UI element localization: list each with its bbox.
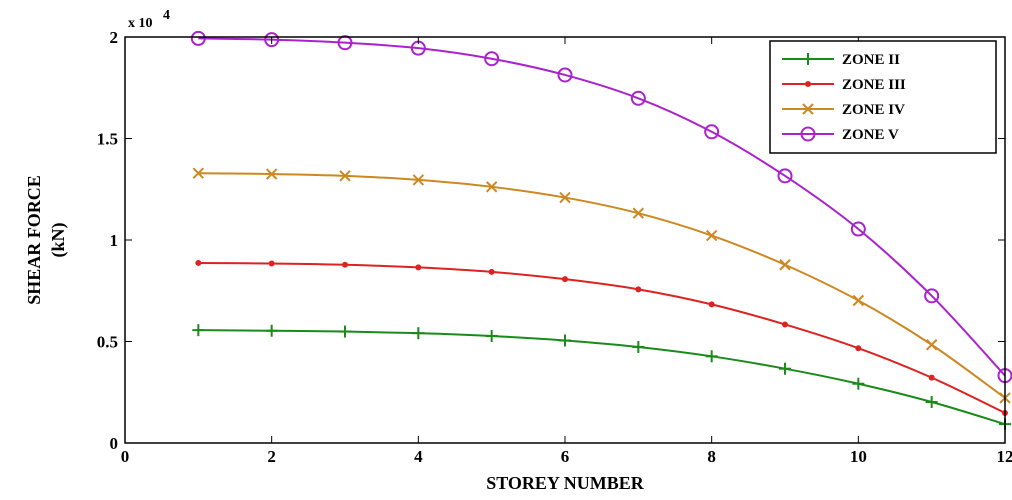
data-point	[192, 324, 204, 336]
legend-label: ZONE V	[842, 127, 899, 143]
data-point	[706, 350, 718, 362]
data-point	[853, 295, 863, 305]
series-zone-iii	[196, 260, 1008, 415]
y-tick-label: 1.5	[97, 130, 118, 149]
y-axis-title-line-1: SHEAR FORCE	[24, 175, 44, 305]
x-tick-label: 4	[414, 447, 423, 466]
data-point	[636, 287, 641, 292]
data-point	[489, 269, 494, 274]
data-point	[563, 277, 568, 282]
x-tick-label: 6	[561, 447, 570, 466]
series-zone-iv	[193, 168, 1010, 403]
data-point	[709, 302, 714, 307]
legend-marker	[806, 82, 811, 87]
legend: ZONE II ZONE III ZONE IV ZONE V	[770, 41, 996, 153]
series-line	[198, 330, 1005, 424]
legend-label: ZONE III	[842, 77, 906, 93]
data-point	[856, 346, 861, 351]
data-point	[486, 330, 498, 342]
x-tick-label: 12	[997, 447, 1012, 466]
data-point	[707, 231, 717, 241]
x-tick-label: 2	[267, 447, 276, 466]
data-point	[559, 334, 571, 346]
y-axis-title-line-2: (kN)	[48, 222, 69, 257]
x-axis-title: STOREY NUMBER	[486, 473, 645, 493]
data-point	[779, 363, 791, 375]
data-point	[632, 341, 644, 353]
x-tick-label: 0	[121, 447, 130, 466]
data-point	[266, 325, 278, 337]
data-point	[852, 378, 864, 390]
data-point	[343, 262, 348, 267]
data-point	[269, 261, 274, 266]
data-point	[412, 327, 424, 339]
data-point	[926, 396, 938, 408]
legend-label: ZONE II	[842, 52, 900, 68]
y-multiplier-exponent: 4	[163, 8, 170, 23]
data-point	[416, 265, 421, 270]
series-line	[198, 173, 1005, 398]
series-zone-ii	[192, 324, 1011, 430]
legend-label: ZONE IV	[842, 102, 905, 118]
data-point	[196, 260, 201, 265]
data-point	[927, 340, 937, 350]
data-point	[929, 375, 934, 380]
y-multiplier-label: x 10	[128, 16, 153, 31]
data-point	[783, 322, 788, 327]
data-point	[339, 326, 351, 338]
y-tick-label: 0	[110, 434, 119, 453]
x-tick-label: 8	[707, 447, 716, 466]
y-tick-label: 0.5	[97, 333, 118, 352]
y-tick-label: 1	[110, 231, 119, 250]
y-tick-label: 2	[110, 28, 119, 47]
x-tick-label: 10	[850, 447, 867, 466]
data-point	[780, 260, 790, 270]
